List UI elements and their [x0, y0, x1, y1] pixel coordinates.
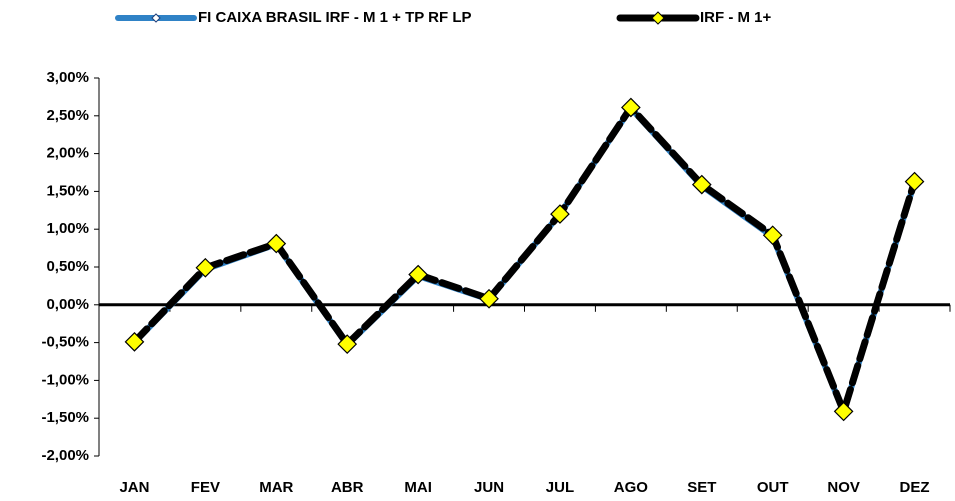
x-tick-label: DEZ	[900, 479, 930, 496]
y-tick-label: -2,00%	[41, 447, 89, 464]
y-tick-label: 2,00%	[46, 145, 89, 162]
point-marker	[195, 257, 216, 278]
x-tick-label: ABR	[331, 479, 364, 496]
y-tick-label: 2,50%	[46, 107, 89, 124]
point-marker	[762, 225, 783, 246]
y-tick-label: 0,00%	[46, 296, 89, 313]
y-tick-label: 0,50%	[46, 258, 89, 275]
point-marker	[479, 288, 499, 309]
point-marker	[266, 233, 287, 254]
x-tick-label: JAN	[119, 479, 149, 496]
x-tick-label: JUN	[474, 479, 504, 496]
legend-marker	[651, 11, 665, 25]
legend-marker	[151, 13, 161, 23]
y-tick-label: -1,00%	[41, 371, 89, 388]
point-marker	[550, 204, 570, 224]
y-tick-label: 3,00%	[46, 69, 89, 86]
point-marker	[833, 401, 854, 422]
x-tick-label: FEV	[191, 479, 220, 496]
point-marker	[124, 331, 145, 352]
x-tick-label: MAI	[404, 479, 432, 496]
point-marker	[691, 174, 712, 195]
x-tick-label: JUL	[546, 479, 574, 496]
x-tick-label: SET	[687, 479, 716, 496]
y-tick-label: -0,50%	[41, 334, 89, 351]
y-tick-label: 1,00%	[46, 220, 89, 237]
x-tick-label: OUT	[757, 479, 789, 496]
x-tick-label: AGO	[614, 479, 649, 496]
legend-label: IRF - M 1+	[700, 9, 771, 26]
legend-label: FI CAIXA BRASIL IRF - M 1 + TP RF LP	[198, 9, 472, 26]
y-tick-label: 1,50%	[46, 182, 89, 199]
x-tick-label: NOV	[827, 479, 860, 496]
point-marker	[337, 334, 358, 354]
point-marker	[621, 97, 641, 118]
series-line	[130, 103, 919, 415]
point-marker	[904, 171, 925, 192]
point-marker	[408, 264, 428, 285]
y-tick-label: -1,50%	[41, 409, 89, 426]
x-tick-label: MAR	[259, 479, 293, 496]
